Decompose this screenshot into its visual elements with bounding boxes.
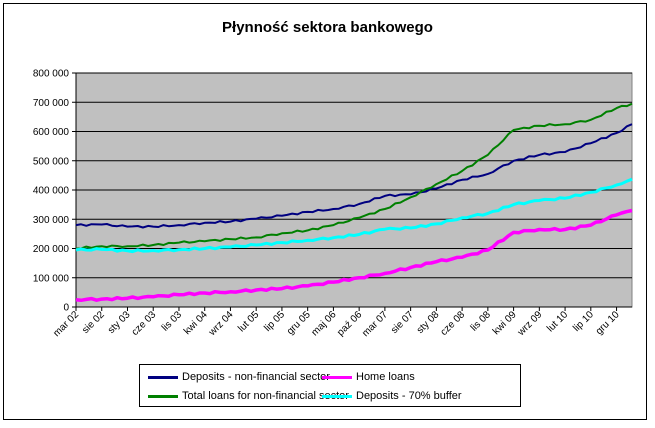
x-tick-label: gru 10 bbox=[594, 309, 622, 337]
legend-swatch bbox=[148, 375, 178, 379]
x-tick-label: sty 03 bbox=[106, 309, 133, 336]
x-tick-label: sty 08 bbox=[415, 309, 442, 336]
x-tick-label: gru 05 bbox=[285, 309, 313, 337]
x-tick-label: wrz 09 bbox=[515, 309, 545, 339]
legend-item: Total loans for non-financial sector bbox=[148, 388, 349, 404]
x-tick-label: mar 02 bbox=[51, 309, 81, 339]
series-line bbox=[76, 102, 633, 250]
legend-label: Home loans bbox=[356, 371, 415, 383]
x-tick-label: kwi 09 bbox=[491, 309, 519, 337]
y-tick-label: 700 000 bbox=[33, 98, 70, 109]
y-tick-label: 400 000 bbox=[33, 186, 70, 197]
y-axis: 0 100 000 200 000 300 000 400 000 500 000 600 … bbox=[33, 69, 77, 314]
x-tick-label: lut 05 bbox=[236, 309, 261, 334]
x-tick-label: maj 06 bbox=[310, 309, 339, 338]
x-tick-label: mar 07 bbox=[360, 309, 390, 339]
x-tick-label: lut 10 bbox=[545, 309, 570, 334]
x-tick-label: sie 02 bbox=[80, 309, 107, 336]
legend-label: Total loans for non-financial sector bbox=[182, 390, 349, 402]
legend-item: Deposits - non-financial sector bbox=[148, 369, 330, 385]
x-tick-label: paź 06 bbox=[335, 309, 364, 338]
x-tick-label: cze 03 bbox=[130, 309, 159, 338]
y-tick-label: 600 000 bbox=[33, 127, 70, 138]
y-tick-label: 300 000 bbox=[33, 215, 70, 226]
y-tick-label: 500 000 bbox=[33, 156, 70, 167]
legend-label: Deposits - non-financial sector bbox=[182, 371, 330, 383]
chart-title: Płynność sektora bankowego bbox=[222, 19, 433, 36]
x-tick-label: lis 03 bbox=[160, 309, 185, 334]
x-tick-label: sie 07 bbox=[389, 309, 416, 336]
legend-swatch bbox=[322, 394, 352, 398]
x-tick-label: wrz 04 bbox=[206, 309, 236, 339]
series-line bbox=[75, 208, 633, 303]
legend-item: Deposits - 70% buffer bbox=[322, 388, 462, 404]
x-tick-label: lip 05 bbox=[262, 309, 287, 334]
legend-label: Deposits - 70% buffer bbox=[356, 390, 462, 402]
x-tick-label: lis 08 bbox=[469, 309, 494, 334]
y-tick-label: 200 000 bbox=[33, 244, 70, 255]
series-line bbox=[75, 177, 633, 254]
x-tick-label: kwi 04 bbox=[182, 309, 210, 337]
series-line bbox=[75, 123, 633, 229]
y-tick-label: 0 bbox=[63, 303, 69, 314]
x-tick-label: cze 08 bbox=[439, 309, 468, 338]
series-lines bbox=[75, 102, 633, 303]
legend-item: Home loans bbox=[322, 369, 415, 385]
x-tick-label: lip 10 bbox=[571, 309, 596, 334]
y-tick-label: 800 000 bbox=[33, 69, 70, 80]
y-tick-label: 100 000 bbox=[33, 273, 70, 284]
legend-swatch bbox=[148, 394, 178, 398]
legend: Deposits - non-financial sector Home loa… bbox=[139, 364, 521, 407]
legend-swatch bbox=[322, 375, 352, 379]
